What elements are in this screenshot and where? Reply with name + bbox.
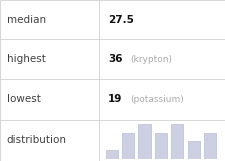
Bar (187, 141, 200, 159)
Bar (171, 124, 183, 159)
Bar (204, 133, 216, 159)
Text: (potassium): (potassium) (130, 95, 184, 104)
Bar (122, 133, 134, 159)
Text: 27.5: 27.5 (108, 15, 134, 25)
Text: distribution: distribution (7, 135, 67, 146)
Text: median: median (7, 15, 46, 25)
Text: 19: 19 (108, 94, 122, 104)
Bar (138, 124, 151, 159)
Text: (krypton): (krypton) (130, 55, 172, 64)
Text: highest: highest (7, 54, 46, 64)
Bar (155, 133, 167, 159)
Text: lowest: lowest (7, 94, 41, 104)
Text: 36: 36 (108, 54, 122, 64)
Bar (106, 150, 118, 159)
